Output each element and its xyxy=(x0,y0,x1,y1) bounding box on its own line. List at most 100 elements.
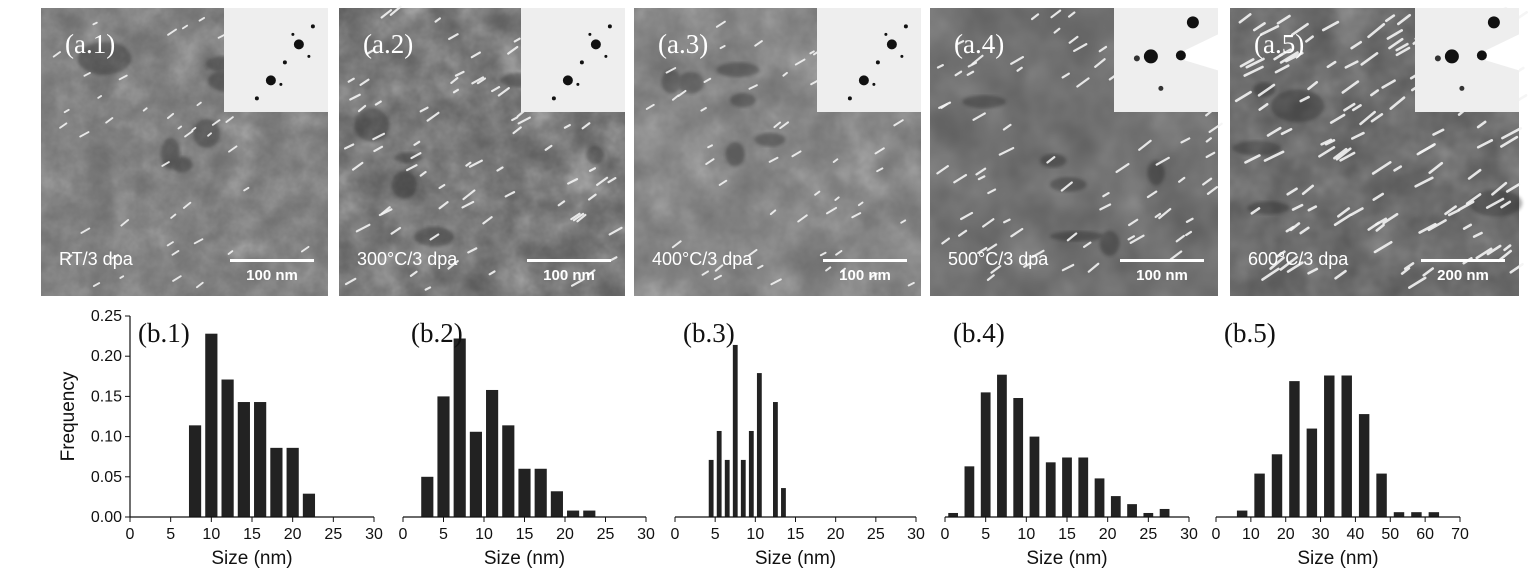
precipitate xyxy=(349,93,361,101)
precipitate xyxy=(167,28,177,36)
precipitate xyxy=(389,5,402,16)
precipitate xyxy=(1154,212,1162,219)
precipitate xyxy=(587,193,597,201)
precipitate xyxy=(770,278,782,286)
precipitate xyxy=(987,188,997,195)
precipitate xyxy=(1491,181,1508,196)
precipitate xyxy=(1169,250,1183,261)
precipitate xyxy=(671,94,680,101)
precipitate xyxy=(461,200,475,209)
diffraction-spot xyxy=(604,54,608,58)
precipitate xyxy=(1505,183,1521,193)
histogram-bar xyxy=(550,491,563,517)
precipitate xyxy=(1372,192,1385,201)
precipitate xyxy=(1321,20,1340,32)
scale-bar-label: 100 nm xyxy=(839,267,891,284)
precipitate xyxy=(835,250,843,256)
precipitate xyxy=(874,147,885,155)
precipitate xyxy=(511,116,519,122)
precipitate xyxy=(1418,222,1437,234)
precipitate xyxy=(982,218,995,228)
histogram-bar xyxy=(437,396,450,517)
precipitate xyxy=(1393,165,1403,172)
histogram-4: 0 5 10 15 20 25 30 Size (nm) (b.4) xyxy=(941,318,1198,569)
precipitate xyxy=(1326,60,1337,69)
histogram-bar xyxy=(486,389,499,517)
histogram-2: 0 5 10 15 20 25 30 Size (nm) (b.2) xyxy=(399,318,655,569)
precipitate xyxy=(794,58,806,66)
diffraction-spot xyxy=(1186,16,1199,29)
scale-bar xyxy=(230,259,314,262)
histogram-bar xyxy=(756,373,762,517)
precipitate xyxy=(596,176,609,186)
x-axis-title: Size (nm) xyxy=(211,548,292,569)
precipitate xyxy=(1500,135,1519,148)
histogram-bar xyxy=(205,333,218,517)
histogram-bar xyxy=(1078,457,1089,517)
x-tick-label: 30 xyxy=(1180,526,1198,543)
precipitate xyxy=(1068,35,1079,44)
precipitate xyxy=(1381,79,1396,89)
precipitate xyxy=(471,76,485,85)
precipitate xyxy=(1185,217,1194,223)
x-tick-label: 20 xyxy=(1099,526,1117,543)
precipitate xyxy=(779,121,790,130)
precipitate xyxy=(1414,176,1434,188)
precipitate xyxy=(227,250,234,255)
precipitate xyxy=(467,247,478,254)
diffraction-spot xyxy=(607,24,612,29)
precipitate xyxy=(171,250,180,256)
precipitate xyxy=(351,161,364,171)
precipitate xyxy=(1339,151,1356,162)
condition-label: RT/3 dpa xyxy=(59,249,134,269)
precipitate xyxy=(1284,51,1304,63)
precipitate xyxy=(1341,80,1360,94)
precipitate xyxy=(960,211,974,221)
precipitate xyxy=(1010,227,1024,238)
precipitate xyxy=(1350,40,1363,50)
histogram-bar xyxy=(502,425,515,517)
x-tick-label: 20 xyxy=(284,526,302,543)
x-tick-label: 60 xyxy=(1416,526,1434,543)
precipitate xyxy=(1002,123,1012,131)
precipitate xyxy=(769,209,777,216)
scale-bar-label: 100 nm xyxy=(1136,267,1188,284)
scale-bar xyxy=(1120,259,1204,262)
precipitate xyxy=(504,191,516,198)
precipitate xyxy=(97,95,103,99)
precipitate xyxy=(768,156,779,163)
precipitate xyxy=(1388,37,1404,50)
precipitate xyxy=(198,16,206,22)
precipitate xyxy=(429,233,440,241)
condition-label: 500°C/3 dpa xyxy=(948,249,1049,269)
diffraction-spot xyxy=(579,60,584,65)
micrograph-label: (a.1) xyxy=(65,29,115,59)
precipitate xyxy=(966,70,975,76)
micrograph-label: (a.4) xyxy=(954,29,1004,59)
x-tick-label: 5 xyxy=(439,526,448,543)
x-tick-label: 10 xyxy=(1242,526,1260,543)
precipitate xyxy=(1279,255,1299,271)
x-tick-label: 20 xyxy=(1277,526,1295,543)
bar-series xyxy=(1236,375,1440,517)
diffraction-spot xyxy=(291,32,295,36)
histogram-bar xyxy=(1376,473,1387,517)
diffraction-spot xyxy=(847,96,852,101)
micrograph-row: (a.1) RT/3 dpa 100 nm (a.2) 300°C/3 dpa 100 n… xyxy=(41,5,1528,296)
precipitate xyxy=(1280,127,1293,136)
precipitate xyxy=(1395,42,1409,52)
precipitate xyxy=(1476,139,1494,149)
precipitate xyxy=(809,50,815,55)
precipitate xyxy=(1333,213,1352,227)
precipitate xyxy=(834,196,840,201)
precipitate xyxy=(1299,95,1310,103)
precipitate xyxy=(1286,261,1304,273)
x-tick-label: 10 xyxy=(475,526,493,543)
histogram-bar xyxy=(1045,462,1056,517)
precipitate xyxy=(1501,127,1523,140)
precipitate xyxy=(465,161,472,167)
precipitate xyxy=(851,212,862,219)
precipitate xyxy=(1030,13,1040,21)
precipitate xyxy=(1500,200,1512,209)
bar-series xyxy=(188,333,316,517)
